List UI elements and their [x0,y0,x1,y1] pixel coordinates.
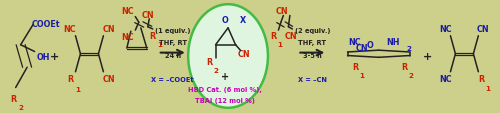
Text: 1: 1 [75,86,80,92]
Text: 1: 1 [485,85,490,91]
Text: THF, RT: THF, RT [158,40,187,46]
Text: 1: 1 [359,72,364,78]
Text: R: R [68,74,73,83]
Text: R: R [10,94,16,103]
Text: +: + [220,72,228,82]
Text: HBD Cat. (6 mol %),: HBD Cat. (6 mol %), [188,86,262,92]
Text: 1: 1 [278,41,282,47]
Text: R: R [352,63,358,72]
Text: CN: CN [284,32,297,41]
Text: O: O [221,16,228,25]
Ellipse shape [188,5,268,108]
Text: NC: NC [439,25,452,34]
Text: 3-5 h: 3-5 h [303,52,322,58]
Text: R: R [270,32,276,41]
Text: COOEt: COOEt [32,20,60,29]
Text: CN: CN [355,44,368,53]
Text: R: R [150,32,156,41]
Text: R: R [478,74,484,83]
Text: NC: NC [63,25,76,34]
Text: +: + [50,52,59,61]
Text: X: X [240,16,246,25]
Text: CN: CN [142,11,154,20]
Text: (1 equiv.): (1 equiv.) [155,28,190,34]
Text: CN: CN [103,74,116,83]
Text: R: R [402,63,408,72]
Text: 2: 2 [406,46,411,52]
Text: NH: NH [386,37,400,46]
Text: 2: 2 [18,104,23,110]
Text: X = –CN: X = –CN [298,76,327,82]
Text: CN: CN [103,25,116,34]
Text: CN: CN [238,50,250,59]
Text: 2: 2 [213,67,218,73]
Text: NC: NC [122,33,134,42]
Text: 24 h: 24 h [164,52,181,58]
Text: O: O [366,41,373,50]
Text: 2: 2 [408,72,414,78]
Text: THF, RT: THF, RT [298,40,326,46]
Text: NC: NC [439,74,452,83]
Text: NC: NC [348,37,361,46]
Text: (2 equiv.): (2 equiv.) [294,28,330,34]
Text: R: R [206,58,212,67]
Text: +: + [422,52,432,61]
Text: TBAI (12 mol %): TBAI (12 mol %) [194,97,254,103]
Text: 1: 1 [157,41,162,47]
Text: CN: CN [477,25,490,34]
Text: X = –COOEt: X = –COOEt [152,76,194,82]
Text: OH: OH [37,52,51,61]
Text: CN: CN [276,7,288,16]
Text: NC: NC [122,7,134,16]
